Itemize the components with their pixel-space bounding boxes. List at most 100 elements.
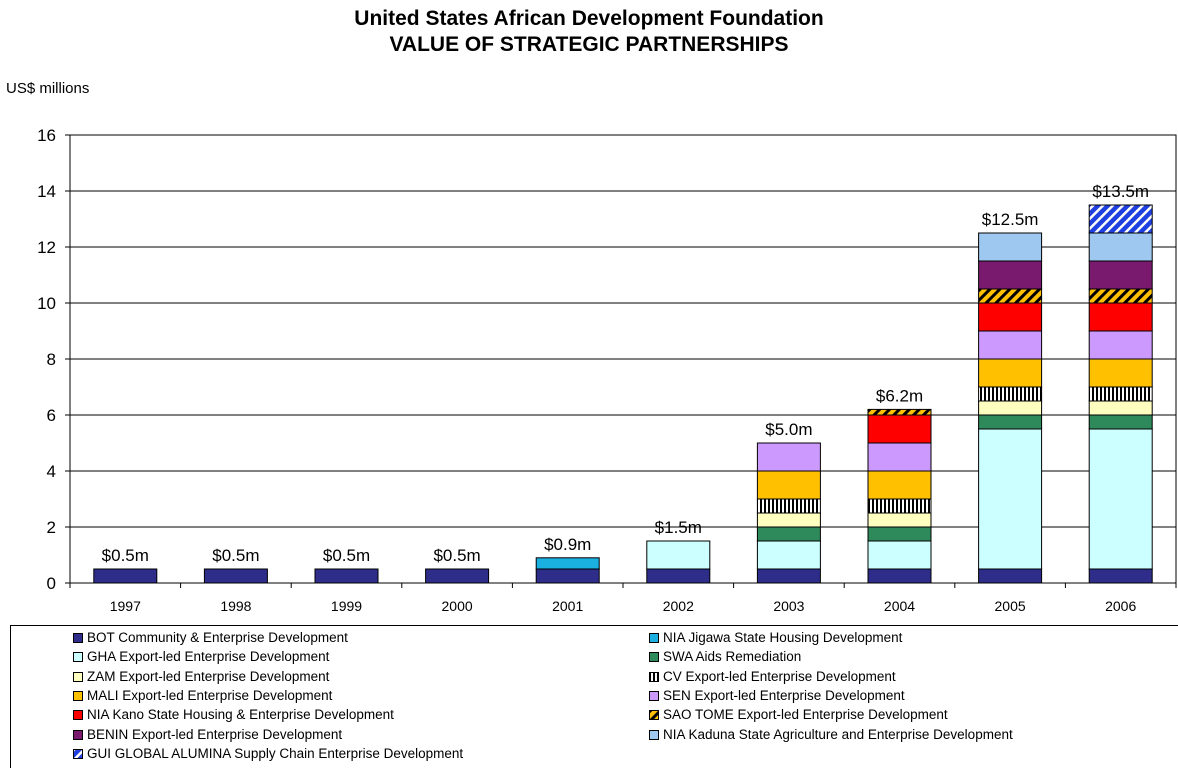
bar-segment bbox=[978, 358, 1043, 388]
bar-segment bbox=[314, 568, 379, 584]
legend-label: ZAM Export-led Enterprise Development bbox=[87, 668, 330, 684]
legend-swatch bbox=[649, 652, 659, 663]
legend-item: SEN Export-led Enterprise Development bbox=[649, 687, 905, 705]
legend-swatch bbox=[649, 710, 659, 721]
bar-total-label: $0.5m bbox=[102, 546, 149, 565]
legend-swatch bbox=[73, 652, 83, 663]
y-tick-label: 10 bbox=[37, 294, 56, 313]
legend-item: BOT Community & Enterprise Development bbox=[73, 629, 348, 647]
bar-segment bbox=[425, 568, 490, 584]
bar-segment bbox=[1088, 428, 1153, 570]
bar-segment bbox=[1088, 232, 1153, 262]
bar-total-label: $12.5m bbox=[982, 210, 1039, 229]
legend-item: NIA Jigawa State Housing Development bbox=[649, 629, 902, 647]
bar-segment bbox=[1088, 302, 1153, 332]
bar-segment bbox=[1088, 400, 1153, 416]
x-tick-label: 2000 bbox=[442, 598, 473, 614]
bar-segment bbox=[978, 232, 1043, 262]
x-tick-label: 2005 bbox=[995, 598, 1026, 614]
legend: BOT Community & Enterprise Development NI… bbox=[10, 625, 1178, 768]
legend-item: GHA Export-led Enterprise Development bbox=[73, 648, 329, 666]
bar-segment bbox=[978, 428, 1043, 570]
legend-label: BOT Community & Enterprise Development bbox=[87, 630, 348, 645]
bar-segment bbox=[867, 470, 932, 500]
bar-segment bbox=[978, 400, 1043, 416]
x-tick-label: 2003 bbox=[773, 598, 804, 614]
x-tick-label: 2002 bbox=[663, 598, 694, 614]
bar-total-label: $0.5m bbox=[433, 546, 480, 565]
bar-segment bbox=[978, 260, 1043, 290]
bar-segment bbox=[867, 414, 932, 444]
bar-segment bbox=[978, 414, 1043, 430]
bar-segment bbox=[867, 568, 932, 584]
bar-total-label: $13.5m bbox=[1092, 182, 1149, 201]
bar-segment bbox=[756, 498, 821, 514]
legend-item: NIA Kaduna State Agriculture and Enterpr… bbox=[649, 726, 1013, 744]
legend-swatch bbox=[73, 690, 83, 701]
bar-segment bbox=[1088, 414, 1153, 430]
bar-segment bbox=[756, 568, 821, 584]
stacked-bar-chart: 0 2 4 6 8 10 12 14 16 $0.5m 1997 $0.5m 1998 $0.5m 1999… bbox=[37, 126, 1177, 614]
legend-item: NIA Kano State Housing & Enterprise Deve… bbox=[73, 706, 394, 724]
legend-swatch bbox=[649, 633, 659, 643]
bar-segment bbox=[646, 568, 711, 584]
bar-total-label: $6.2m bbox=[876, 386, 923, 405]
bar-segment bbox=[1088, 330, 1153, 360]
bar-segment bbox=[535, 568, 600, 584]
bar-total-label: $0.5m bbox=[212, 546, 259, 565]
legend-label: NIA Jigawa State Housing Development bbox=[663, 630, 903, 645]
bar-total-label: $1.5m bbox=[655, 518, 702, 537]
bar-segment bbox=[1088, 204, 1153, 234]
legend-label: NIA Kaduna State Agriculture and Enterpr… bbox=[663, 726, 1013, 742]
legend-label: NIA Kano State Housing & Enterprise Deve… bbox=[87, 707, 394, 723]
y-tick-label: 4 bbox=[47, 462, 56, 481]
legend-swatch bbox=[73, 671, 83, 682]
legend-item: CV Export-led Enterprise Development bbox=[649, 668, 896, 686]
x-tick-label: 2004 bbox=[884, 598, 915, 614]
y-tick-label: 14 bbox=[37, 182, 56, 201]
bar-segment bbox=[756, 512, 821, 528]
x-tick-label: 1999 bbox=[331, 598, 362, 614]
bar-segment bbox=[646, 540, 711, 570]
bar-segment bbox=[1088, 260, 1153, 290]
bar-segment bbox=[978, 302, 1043, 332]
legend-item: SAO TOME Export-led Enterprise Developme… bbox=[649, 706, 948, 724]
bar-segment bbox=[1088, 288, 1153, 304]
legend-label: SEN Export-led Enterprise Development bbox=[663, 687, 905, 703]
legend-label: GUI GLOBAL ALUMINA Supply Chain Enterpri… bbox=[87, 745, 464, 761]
bar-segment bbox=[203, 568, 268, 584]
bar-segment bbox=[867, 442, 932, 472]
legend-label: SWA Aids Remediation bbox=[663, 649, 802, 665]
x-tick-label: 2006 bbox=[1105, 598, 1136, 614]
bar-segment bbox=[867, 498, 932, 514]
legend-item: ZAM Export-led Enterprise Development bbox=[73, 668, 329, 686]
bar-segment bbox=[978, 386, 1043, 402]
legend-label: GHA Export-led Enterprise Development bbox=[87, 649, 330, 665]
legend-item: BENIN Export-led Enterprise Development bbox=[73, 726, 342, 744]
x-tick-label: 2001 bbox=[552, 598, 583, 614]
chart-title-line2: VALUE OF STRATEGIC PARTNERSHIPS bbox=[389, 33, 789, 56]
bar-segment bbox=[756, 526, 821, 542]
legend-swatch bbox=[649, 671, 659, 682]
legend-swatch bbox=[73, 748, 83, 759]
legend-label: BENIN Export-led Enterprise Development bbox=[87, 726, 343, 742]
bar-segment bbox=[756, 442, 821, 472]
y-tick-label: 6 bbox=[47, 406, 56, 425]
legend-item: GUI GLOBAL ALUMINA Supply Chain Enterpri… bbox=[73, 745, 463, 763]
legend-swatch bbox=[649, 690, 659, 701]
chart-title-line1: United States African Development Founda… bbox=[354, 7, 824, 30]
bar-total-label: $5.0m bbox=[765, 420, 812, 439]
bar-segment bbox=[1088, 358, 1153, 388]
legend-label: CV Export-led Enterprise Development bbox=[663, 668, 896, 684]
bar-segment bbox=[867, 512, 932, 528]
y-tick-label: 16 bbox=[37, 126, 56, 145]
legend-item: SWA Aids Remediation bbox=[649, 648, 801, 666]
y-tick-label: 2 bbox=[47, 518, 56, 537]
bar-segment bbox=[756, 540, 821, 570]
bar-segment bbox=[978, 330, 1043, 360]
legend-swatch bbox=[73, 729, 83, 740]
legend-item: MALI Export-led Enterprise Development bbox=[73, 687, 332, 705]
bar-segment bbox=[1088, 568, 1153, 584]
bar-segment bbox=[978, 568, 1043, 584]
legend-label: SAO TOME Export-led Enterprise Developme… bbox=[663, 707, 948, 723]
